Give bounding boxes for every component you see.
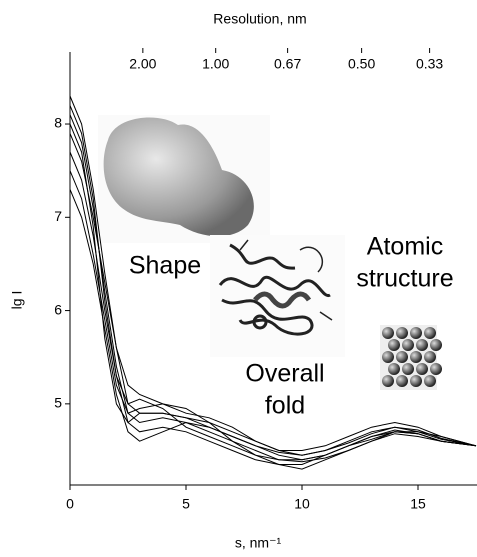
x2-tick-label: 0.33 [416,56,443,72]
curve [69,151,477,465]
curve [69,95,477,456]
y-axis-label: lg I [9,291,25,310]
curve [69,133,477,451]
annotation: Atomic [367,233,443,261]
atoms-inset [380,325,442,390]
atom [416,339,428,351]
atom [382,327,394,339]
atom [424,327,436,339]
atom [402,339,414,351]
atom [416,363,428,375]
y-tick-label: 6 [54,301,62,317]
atom [396,375,408,387]
y-tick-label: 7 [54,208,62,224]
curve [69,123,477,456]
x2-axis-label: Resolution, nm [213,11,306,27]
fold-inset [210,235,345,357]
curve [69,105,477,463]
atom [424,351,436,363]
x-tick-label: 0 [66,496,74,512]
x-tick-label: 10 [294,496,310,512]
atom [396,351,408,363]
atom [382,375,394,387]
annotation: Shape [129,252,201,280]
annotation: Overall [245,360,324,388]
x2-tick-label: 0.50 [348,56,375,72]
atom [382,351,394,363]
atom [430,339,442,351]
atom [388,363,400,375]
x-tick-label: 15 [410,496,426,512]
atom [396,327,408,339]
curve [69,170,477,470]
atom [410,375,422,387]
atom [402,363,414,375]
atom [388,339,400,351]
x-tick-label: 5 [182,496,190,512]
annotation: structure [356,265,453,293]
atom [424,375,436,387]
x-axis-label: s, nm⁻¹ [235,535,282,551]
x2-tick-label: 1.00 [202,56,229,72]
y-tick-label: 5 [54,395,62,411]
shape-inset [98,115,270,243]
atom [410,327,422,339]
atom [430,363,442,375]
x2-tick-label: 2.00 [129,56,156,72]
y-tick-label: 8 [54,115,62,131]
annotation: fold [265,392,305,420]
x2-tick-label: 0.67 [274,56,301,72]
atom [410,351,422,363]
